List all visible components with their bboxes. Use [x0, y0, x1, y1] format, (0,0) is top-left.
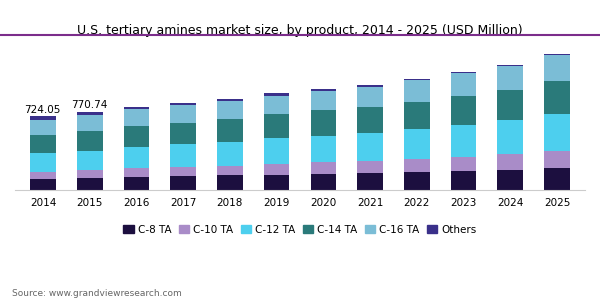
Bar: [264, 139, 289, 164]
Bar: [497, 170, 523, 190]
Bar: [77, 131, 103, 151]
Bar: [264, 114, 289, 139]
Bar: [451, 157, 476, 171]
Bar: [404, 79, 430, 80]
Bar: [311, 174, 336, 190]
Bar: [497, 66, 523, 90]
Bar: [357, 86, 383, 107]
Bar: [544, 55, 570, 81]
Bar: [30, 179, 56, 190]
Bar: [357, 173, 383, 190]
Bar: [170, 122, 196, 144]
Bar: [497, 120, 523, 154]
Bar: [30, 172, 56, 179]
Bar: [404, 159, 430, 172]
Bar: [311, 91, 336, 110]
Bar: [30, 153, 56, 172]
Bar: [264, 96, 289, 114]
Bar: [30, 135, 56, 153]
Bar: [451, 96, 476, 125]
Bar: [404, 129, 430, 159]
Bar: [124, 147, 149, 168]
Bar: [544, 81, 570, 114]
Bar: [30, 120, 56, 135]
Bar: [170, 105, 196, 122]
Bar: [404, 172, 430, 190]
Bar: [264, 93, 289, 96]
Bar: [311, 89, 336, 91]
Bar: [357, 133, 383, 161]
Bar: [497, 65, 523, 66]
Bar: [124, 110, 149, 126]
Bar: [217, 101, 243, 119]
Bar: [264, 164, 289, 175]
Bar: [30, 116, 56, 120]
Bar: [451, 125, 476, 157]
Bar: [77, 115, 103, 131]
Bar: [217, 119, 243, 142]
Bar: [124, 126, 149, 147]
Title: U.S. tertiary amines market size, by product, 2014 - 2025 (USD Million): U.S. tertiary amines market size, by pro…: [77, 24, 523, 37]
Bar: [357, 85, 383, 86]
Bar: [544, 114, 570, 151]
Bar: [217, 142, 243, 166]
Bar: [77, 112, 103, 115]
Bar: [217, 166, 243, 176]
Bar: [357, 107, 383, 133]
Bar: [311, 163, 336, 174]
Bar: [357, 161, 383, 173]
Bar: [311, 110, 336, 136]
Bar: [124, 177, 149, 190]
Text: 724.05: 724.05: [24, 105, 60, 115]
Text: Source: www.grandviewresearch.com: Source: www.grandviewresearch.com: [12, 290, 182, 298]
Bar: [451, 73, 476, 96]
Bar: [311, 136, 336, 163]
Bar: [451, 171, 476, 190]
Bar: [544, 151, 570, 168]
Bar: [77, 178, 103, 190]
Bar: [217, 99, 243, 101]
Bar: [217, 176, 243, 190]
Bar: [170, 103, 196, 105]
Bar: [170, 176, 196, 190]
Bar: [170, 167, 196, 176]
Bar: [124, 107, 149, 110]
Bar: [497, 154, 523, 170]
Bar: [404, 102, 430, 129]
Text: 770.74: 770.74: [71, 100, 107, 110]
Bar: [497, 90, 523, 120]
Bar: [451, 72, 476, 73]
Bar: [170, 144, 196, 167]
Bar: [77, 170, 103, 178]
Bar: [77, 151, 103, 170]
Bar: [124, 168, 149, 177]
Bar: [404, 80, 430, 102]
Bar: [264, 175, 289, 190]
Bar: [544, 168, 570, 190]
Bar: [544, 54, 570, 55]
Legend: C-8 TA, C-10 TA, C-12 TA, C-14 TA, C-16 TA, Others: C-8 TA, C-10 TA, C-12 TA, C-14 TA, C-16 …: [119, 220, 481, 239]
